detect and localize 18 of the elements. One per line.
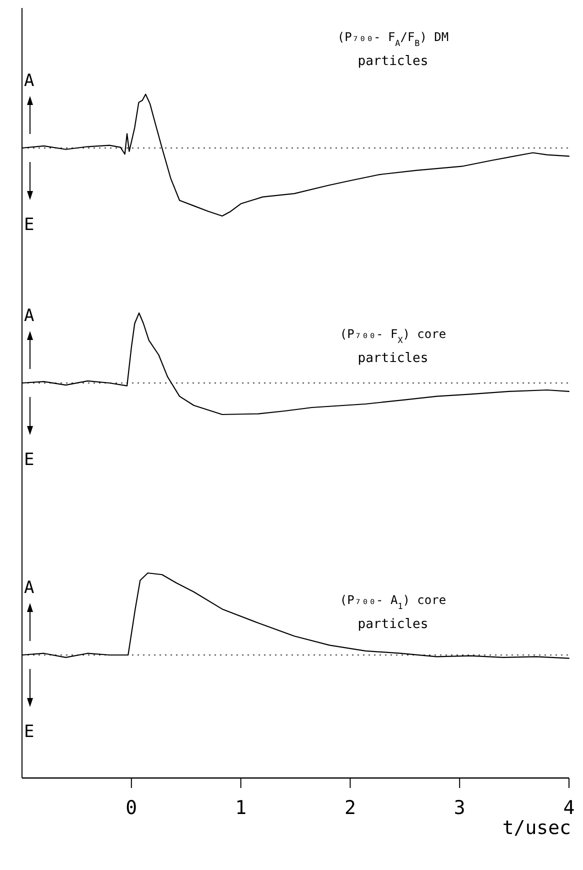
text: particles	[358, 617, 428, 632]
x-tick-label: 3	[454, 797, 466, 819]
chart-subtitle: particles	[358, 54, 428, 69]
text: (P₇₀₀- A$_{1}$) core	[340, 593, 446, 611]
text: particles	[358, 351, 428, 366]
annotation: A	[24, 306, 34, 326]
text: (P₇₀₀- F$_{X}$) core	[340, 327, 446, 345]
x-tick-label: 2	[344, 797, 356, 819]
text: E	[24, 722, 34, 742]
annotation: A	[24, 578, 34, 598]
x-tick-label: 0	[126, 797, 138, 819]
chart-title: (P₇₀₀- F$_{A}$/F$_{B}$) DM	[337, 30, 449, 48]
text: E	[24, 450, 34, 470]
annotation: E	[24, 215, 34, 235]
x-axis-title: t/usec	[502, 817, 571, 839]
x-tick-label: 4	[563, 797, 575, 819]
text: A	[24, 71, 34, 91]
x-tick-label: 1	[235, 797, 247, 819]
